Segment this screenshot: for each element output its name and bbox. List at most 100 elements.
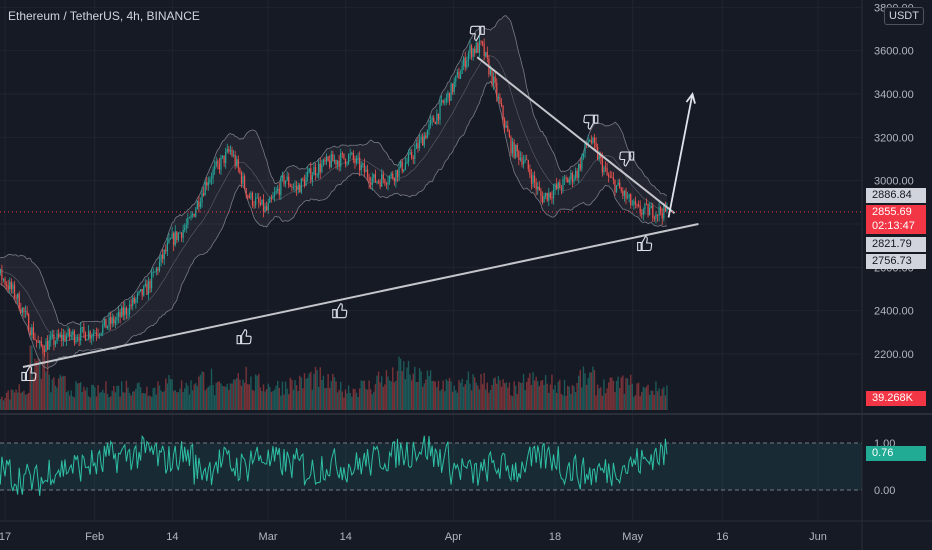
candle-body — [496, 82, 498, 98]
candle-body — [420, 136, 422, 140]
volume-bar — [418, 368, 421, 410]
volume-bar — [518, 381, 520, 410]
candle-body — [184, 227, 186, 230]
volume-bar — [198, 376, 200, 410]
volume-bar — [634, 395, 637, 410]
candle-body — [532, 175, 534, 184]
volume-bar — [581, 387, 583, 410]
candle-body — [248, 195, 250, 198]
volume-bar — [297, 391, 299, 410]
candle-body — [565, 178, 567, 180]
candle-body — [6, 284, 8, 286]
candle-body — [417, 143, 419, 149]
volume-bar — [559, 379, 561, 410]
volume-bar — [149, 395, 151, 410]
candle-body — [551, 197, 553, 199]
candle-body — [362, 163, 364, 165]
x-tick-label: Jun — [809, 531, 827, 543]
volume-bar — [9, 399, 11, 410]
candle-body — [574, 170, 577, 179]
candle-body — [234, 154, 236, 166]
candle-body — [515, 144, 517, 158]
candle-body — [108, 317, 110, 326]
candle-body — [598, 155, 600, 160]
candle-body — [89, 331, 91, 339]
candle-body — [281, 175, 284, 178]
candle-body — [516, 144, 518, 152]
candle-body — [199, 202, 202, 208]
candle-body — [603, 167, 605, 173]
y-tick-label: 2200.00 — [874, 349, 914, 361]
candle-body — [169, 238, 172, 240]
candle-body — [158, 261, 161, 271]
volume-bar — [349, 392, 351, 410]
candle-body — [288, 176, 290, 186]
volume-bar — [398, 356, 400, 410]
projection-arrow-shaft — [667, 93, 694, 218]
candle-body — [228, 148, 230, 152]
volume-bar — [289, 377, 292, 410]
volume-bar — [231, 383, 233, 410]
candle-body — [40, 341, 42, 346]
volume-bar — [480, 374, 482, 410]
candle-body — [218, 163, 220, 170]
candle-body — [395, 170, 397, 182]
candle-body — [259, 202, 261, 205]
volume-bar — [530, 385, 533, 410]
volume-bar — [144, 393, 147, 410]
volume-bar — [451, 391, 454, 410]
volume-bar — [48, 374, 50, 410]
volume-bar — [338, 389, 340, 410]
volume-bar — [475, 382, 477, 410]
volume-bar — [24, 394, 27, 410]
candle-body — [655, 214, 657, 219]
volume-bar — [363, 380, 366, 410]
currency-button[interactable]: USDT — [884, 7, 924, 25]
volume-bar — [537, 381, 539, 410]
volume-bar — [519, 382, 522, 410]
candle-body — [54, 341, 57, 345]
candle-body — [611, 176, 613, 178]
volume-bar — [100, 392, 102, 410]
volume-bar — [659, 395, 662, 410]
candle-body — [502, 105, 504, 120]
candle-body — [614, 180, 616, 193]
candle-body — [415, 143, 417, 149]
candle-body — [144, 283, 146, 287]
volume-bar — [620, 377, 622, 410]
candle-body — [32, 327, 35, 339]
volume-bar — [27, 392, 30, 410]
volume-bar — [160, 390, 162, 410]
candle-body — [314, 167, 317, 176]
candle-body — [576, 170, 578, 178]
candle-body — [128, 304, 131, 315]
candle-body — [587, 141, 589, 146]
volume-bar — [467, 371, 470, 410]
candle-body — [589, 140, 591, 142]
candle-body — [220, 157, 222, 170]
candle-body — [403, 169, 405, 172]
volume-bar — [444, 391, 446, 410]
candle-body — [513, 141, 515, 158]
candle-body — [64, 334, 66, 341]
volume-bar — [182, 392, 184, 410]
volume-bar — [538, 386, 541, 410]
candle-body — [567, 178, 569, 183]
volume-bar — [622, 375, 624, 410]
volume-bar — [589, 372, 591, 410]
candle-body — [480, 40, 482, 42]
volume-bar — [103, 393, 106, 410]
volume-bar — [12, 389, 14, 410]
candle-body — [431, 117, 433, 120]
volume-bar — [91, 384, 93, 410]
candle-body — [226, 148, 228, 152]
candle-body — [237, 159, 239, 169]
candle-body — [110, 317, 112, 324]
candle-body — [374, 174, 377, 183]
volume-bar — [21, 391, 24, 410]
candle-body — [535, 182, 537, 190]
candle-body — [310, 168, 312, 181]
volume-bar — [507, 387, 509, 410]
volume-bar — [61, 376, 63, 410]
